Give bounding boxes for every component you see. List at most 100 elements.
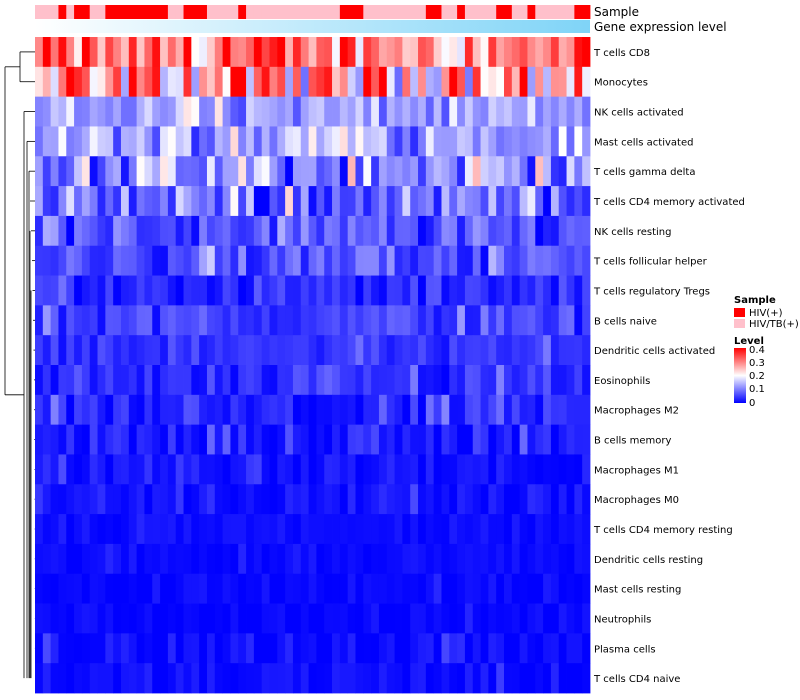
heatmap-cell	[355, 126, 364, 157]
heatmap-cell	[543, 484, 552, 515]
heatmap-cell	[441, 603, 450, 634]
heatmap-cell	[300, 126, 309, 157]
heatmap-cell	[457, 335, 466, 366]
heatmap-cell	[167, 37, 177, 68]
heatmap-cell	[81, 156, 91, 187]
heatmap-cell	[339, 365, 349, 396]
legend: Sample HIV(+) HIV/TB(+) Level 0.4 0.3 0.…	[734, 295, 799, 409]
heatmap-cell	[543, 96, 552, 127]
heatmap-cell	[496, 37, 505, 68]
heatmap-cell	[574, 186, 583, 217]
heatmap-cell	[558, 663, 567, 694]
heatmap-cell	[355, 365, 364, 396]
heatmap-cell	[433, 603, 442, 634]
heatmap-cell	[81, 126, 91, 157]
sample-track-cell	[261, 5, 270, 19]
heatmap-cell	[35, 663, 44, 694]
heatmap-cell	[566, 543, 575, 575]
sample-track-cell	[402, 5, 411, 19]
sample-track-cell	[199, 5, 208, 19]
heatmap-cell	[214, 543, 224, 575]
heatmap-cell	[418, 603, 427, 634]
heatmap-cell	[371, 484, 380, 515]
heatmap-cell	[269, 424, 278, 455]
heatmap-cell	[50, 37, 59, 68]
sample-track-cell	[480, 5, 489, 19]
heatmap-cell	[472, 245, 481, 276]
heatmap-cell	[394, 126, 403, 157]
heatmap-cell	[277, 335, 286, 366]
heatmap-cell	[269, 663, 278, 694]
heatmap-cell	[332, 514, 341, 545]
heatmap-cell	[355, 484, 364, 515]
heatmap-cell	[50, 633, 59, 664]
legend-level-colorbar	[734, 348, 746, 403]
heatmap-cell	[269, 66, 278, 98]
legend-level-title: Level	[734, 336, 764, 347]
heatmap-cell	[175, 126, 184, 157]
heatmap-cell	[191, 275, 200, 306]
heatmap-cell	[199, 424, 208, 455]
heatmap-cell	[160, 603, 169, 634]
heatmap-cell	[160, 573, 169, 604]
heatmap-cell	[285, 454, 294, 485]
heatmap-cell	[527, 275, 536, 306]
heatmap-cell	[386, 543, 395, 575]
heatmap-cell	[175, 573, 184, 604]
heatmap-cell	[535, 96, 544, 127]
heatmap-cell	[81, 663, 91, 694]
heatmap-cell	[425, 126, 435, 157]
heatmap-cell	[191, 186, 200, 217]
heatmap-cell	[128, 365, 138, 396]
heatmap-cell	[418, 186, 427, 217]
heatmap-cell	[128, 275, 138, 306]
heatmap-cell	[371, 215, 380, 247]
heatmap-cell	[66, 424, 75, 455]
heatmap-cell	[316, 424, 325, 455]
sample-track-cell	[418, 5, 427, 19]
heatmap-cell	[566, 186, 575, 217]
heatmap-cell	[167, 394, 177, 426]
heatmap-cell	[89, 663, 98, 694]
heatmap-cell	[332, 543, 341, 575]
heatmap-cell	[371, 305, 380, 336]
heatmap-cell	[472, 186, 481, 217]
heatmap-cell	[66, 305, 75, 336]
heatmap-cell	[363, 573, 372, 604]
sample-track-cell	[386, 5, 395, 19]
heatmap-cell	[527, 514, 536, 545]
heatmap-cell	[519, 186, 528, 217]
heatmap-cell	[191, 126, 200, 157]
heatmap-cell	[472, 633, 481, 664]
heatmap-cell	[363, 514, 372, 545]
heatmap-cell	[324, 573, 333, 604]
heatmap-cell	[199, 335, 208, 366]
heatmap-cell	[574, 543, 583, 575]
heatmap-cell	[543, 275, 552, 306]
heatmap-cell	[238, 275, 247, 306]
heatmap-cell	[81, 37, 91, 68]
heatmap-cell	[105, 156, 114, 187]
heatmap-cell	[363, 633, 372, 664]
heatmap-cell	[238, 186, 247, 217]
heatmap-cell	[308, 305, 317, 336]
sample-track-cell	[363, 5, 372, 19]
heatmap-cell	[574, 454, 583, 485]
heatmap-cell	[425, 156, 435, 187]
heatmap-cell	[238, 66, 247, 98]
heatmap-cell	[58, 335, 67, 366]
heatmap-cell	[105, 335, 114, 366]
sample-track-cell	[464, 5, 474, 19]
heatmap-cell	[504, 394, 513, 426]
heatmap-cell	[113, 484, 122, 515]
heatmap-cell	[128, 424, 138, 455]
heatmap-cell	[472, 66, 481, 98]
heatmap-cell	[543, 126, 552, 157]
heatmap-cell	[394, 66, 403, 98]
heatmap-cell	[394, 603, 403, 634]
heatmap-cell	[339, 275, 349, 306]
heatmap-cell	[277, 96, 286, 127]
heatmap-cell	[371, 365, 380, 396]
heatmap-cell	[277, 365, 286, 396]
heatmap-cell	[449, 37, 458, 68]
